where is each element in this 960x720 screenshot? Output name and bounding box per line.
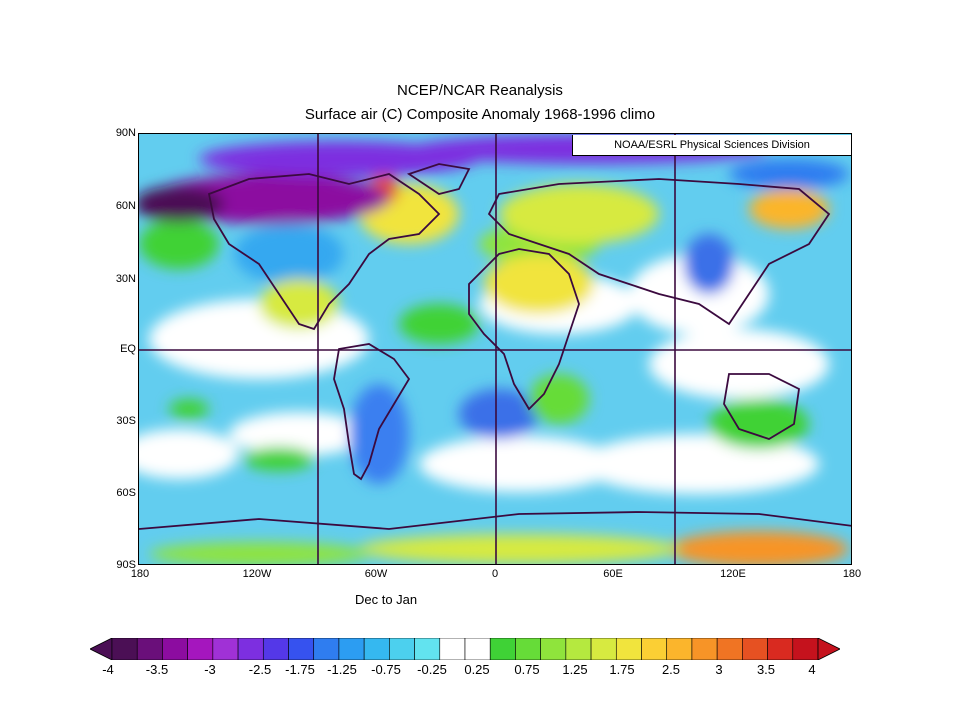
lat-lon-grid — [139, 134, 851, 564]
colorbar-swatch — [565, 638, 592, 660]
colorbar-tick-label: 0.25 — [464, 662, 490, 677]
lon-label-180w: 180 — [130, 568, 150, 580]
colorbar-tick-label: 1.75 — [609, 662, 635, 677]
colorbar-swatch — [262, 638, 289, 660]
lat-label-90s: 90S — [116, 559, 136, 571]
colorbar-swatch — [691, 638, 718, 660]
map-title: NCEP/NCAR Reanalysis — [397, 82, 563, 99]
lat-label-30s: 30S — [116, 415, 136, 427]
lon-label-60e: 60E — [603, 568, 623, 580]
colorbar-swatch — [313, 638, 340, 660]
colorbar-arrow-right — [817, 638, 840, 660]
colorbar-tick-label: -0.75 — [371, 662, 401, 677]
lat-label-60n: 60N — [115, 200, 136, 212]
colorbar-swatch — [742, 638, 768, 660]
colorbar-tick-label: 3.5 — [756, 662, 776, 677]
colorbar-tick-label: 0.75 — [514, 662, 540, 677]
lat-label-60s: 60S — [116, 487, 136, 499]
lon-label-0: 0 — [491, 568, 499, 580]
colorbar-swatch — [136, 638, 163, 660]
colorbar — [90, 638, 840, 660]
colorbar-swatch — [615, 638, 642, 660]
colorbar-tick-label: -1.25 — [327, 662, 357, 677]
lat-label-30n: 30N — [115, 273, 136, 285]
lon-label-60w: 60W — [364, 568, 388, 580]
colorbar-swatch — [363, 638, 390, 660]
map-subtitle: Surface air (C) Composite Anomaly 1968-1… — [304, 106, 656, 123]
lat-label-eq: EQ — [120, 343, 136, 355]
colorbar-swatch — [590, 638, 617, 660]
colorbar-swatch — [767, 638, 794, 660]
colorbar-swatch — [111, 638, 138, 660]
anomaly-map — [138, 133, 852, 565]
lon-label-120w: 120W — [242, 568, 272, 580]
colorbar-tick-label: 3 — [715, 662, 723, 677]
colorbar-tick-label: 4 — [808, 662, 816, 677]
map-canvas — [139, 134, 851, 564]
colorbar-swatch — [162, 638, 188, 660]
colorbar-swatch — [414, 638, 441, 660]
coastlines — [139, 163, 851, 530]
lon-label-180e: 180 — [842, 568, 862, 580]
colorbar-tick-label: 2.5 — [661, 662, 681, 677]
lat-label-90n: 90N — [115, 127, 136, 139]
colorbar-swatch — [464, 638, 491, 660]
colorbar-tick-label: -3.5 — [145, 662, 169, 677]
colorbar-swatch — [716, 638, 743, 660]
colorbar-tick-label: -2.5 — [248, 662, 272, 677]
colorbar-swatch — [439, 638, 466, 660]
credit-label: NOAA/ESRL Physical Sciences Division — [572, 135, 851, 156]
lon-label-120e: 120E — [720, 568, 746, 580]
colorbar-tick-label: -4 — [102, 662, 114, 677]
colorbar-swatch — [792, 638, 819, 660]
colorbar-swatch — [338, 638, 365, 660]
colorbar-swatch — [212, 638, 239, 660]
colorbar-tick-label: -1.75 — [285, 662, 315, 677]
anomaly-fields — [139, 134, 849, 564]
colorbar-arrow-left — [90, 638, 113, 660]
colorbar-tick-label: 1.25 — [562, 662, 588, 677]
colorbar-swatch — [389, 638, 415, 660]
colorbar-swatch — [641, 638, 668, 660]
colorbar-tick-label: -0.25 — [417, 662, 447, 677]
colorbar-swatch — [666, 638, 693, 660]
colorbar-tick-label: -3 — [204, 662, 216, 677]
colorbar-swatch — [288, 638, 315, 660]
colorbar-swatch — [489, 638, 516, 660]
period-label: Dec to Jan — [355, 592, 418, 607]
colorbar-swatch — [540, 638, 567, 660]
colorbar-swatch — [187, 638, 214, 660]
colorbar-swatch — [237, 638, 264, 660]
colorbar-swatch — [515, 638, 541, 660]
